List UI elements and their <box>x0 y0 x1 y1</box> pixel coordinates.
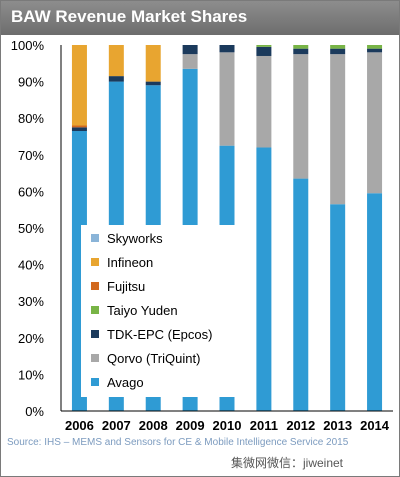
x-tick-label: 2011 <box>250 418 278 433</box>
y-tick-label: 100% <box>11 38 45 53</box>
legend-label: Qorvo (TriQuint) <box>107 351 200 366</box>
bar-segment <box>256 147 272 412</box>
legend-label: Fujitsu <box>107 279 145 294</box>
title-bar: BAW Revenue Market Shares <box>1 1 399 35</box>
bar-segment <box>71 127 87 132</box>
y-tick-label: 10% <box>18 367 44 382</box>
legend-label: Infineon <box>107 255 153 270</box>
bar-segment <box>145 45 161 82</box>
bar-segment <box>182 45 198 55</box>
y-tick-label: 90% <box>18 75 44 90</box>
x-tick-label: 2012 <box>286 418 315 433</box>
x-tick-label: 2006 <box>65 418 94 433</box>
bar-segment <box>71 125 87 128</box>
bar-segment <box>330 204 346 411</box>
bar-segment <box>256 46 272 56</box>
bar-segment <box>71 45 87 126</box>
y-tick-label: 50% <box>18 221 44 236</box>
chart-title: BAW Revenue Market Shares <box>11 7 248 26</box>
bar-segment <box>330 54 346 205</box>
bar-segment <box>330 45 346 49</box>
x-tick-label: 2014 <box>360 418 390 433</box>
y-tick-label: 70% <box>18 148 44 163</box>
x-tick-label: 2013 <box>323 418 352 433</box>
bar-segment <box>256 45 272 47</box>
x-tick-label: 2008 <box>139 418 168 433</box>
bar-segment <box>293 178 309 411</box>
legend-box <box>81 225 247 397</box>
bar-segment <box>367 48 383 53</box>
legend-swatch <box>91 258 99 266</box>
stacked-bar-chart: 0% 10% 20% 30% 40% 50% 60% 70% 80% 90% 100% 2006 200… <box>11 38 393 433</box>
source-note: Source: IHS – MEMS and Sensors for CE & … <box>7 437 349 448</box>
legend-swatch <box>91 354 99 362</box>
x-tick-label: 2009 <box>176 418 205 433</box>
bar-segment <box>293 48 309 55</box>
bar-segment <box>367 193 383 411</box>
y-tick-label: 30% <box>18 294 44 309</box>
legend-swatch <box>91 234 99 242</box>
y-tick-label: 0% <box>25 404 44 419</box>
bar-segment <box>145 81 161 86</box>
legend-swatch <box>91 330 99 338</box>
legend-label: Taiyo Yuden <box>107 303 178 318</box>
x-tick-label: 2010 <box>213 418 242 433</box>
watermark: 集微网微信：jiweinet <box>231 456 344 470</box>
bar-segment <box>330 48 346 55</box>
bar-segment <box>367 45 383 49</box>
y-tick-label: 60% <box>18 184 44 199</box>
x-tick-label: 2007 <box>102 418 131 433</box>
bar-segment <box>108 45 124 77</box>
bar-segment <box>367 52 383 194</box>
legend-label: TDK-EPC (Epcos) <box>107 327 212 342</box>
legend-swatch <box>91 306 99 314</box>
bar-segment <box>256 55 272 148</box>
bar-segment <box>219 52 235 146</box>
bar-segment <box>182 54 198 69</box>
bar-segment <box>293 45 309 49</box>
bar-segment <box>108 76 124 82</box>
y-tick-label: 80% <box>18 111 44 126</box>
legend-label: Skyworks <box>107 231 163 246</box>
y-tick-label: 40% <box>18 258 44 273</box>
legend-swatch <box>91 378 99 386</box>
legend-label: Avago <box>107 375 144 390</box>
bar-segment <box>293 54 309 179</box>
legend-swatch <box>91 282 99 290</box>
bar-segment <box>219 45 235 53</box>
y-tick-label: 20% <box>18 331 44 346</box>
